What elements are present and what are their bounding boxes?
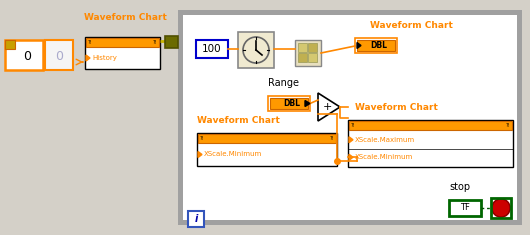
Bar (196, 40, 228, 58)
Bar (270, 98, 308, 109)
Bar (357, 40, 395, 51)
Bar (517, 10, 522, 225)
Text: ?!: ?! (351, 123, 356, 128)
Bar (268, 96, 310, 111)
Text: 100: 100 (202, 44, 222, 54)
Bar (188, 211, 204, 227)
Bar (308, 43, 317, 52)
Bar (178, 10, 183, 225)
Text: XScale.Maximum: XScale.Maximum (355, 137, 415, 143)
Text: Waveform Chart: Waveform Chart (370, 21, 453, 30)
Text: DBL: DBL (370, 41, 387, 50)
Text: Range: Range (268, 78, 299, 88)
Bar (178, 10, 522, 15)
Text: 0: 0 (23, 51, 31, 63)
Polygon shape (86, 55, 90, 61)
Polygon shape (318, 93, 340, 121)
Text: Waveform Chart: Waveform Chart (197, 116, 280, 125)
Text: Waveform Chart: Waveform Chart (84, 13, 166, 22)
Polygon shape (349, 137, 353, 143)
Text: ?!: ?! (88, 40, 93, 45)
Bar (178, 220, 522, 225)
Bar (45, 40, 73, 70)
Polygon shape (198, 152, 202, 157)
Text: DBL: DBL (284, 99, 301, 108)
Bar (491, 198, 511, 218)
Bar (349, 121, 512, 130)
Bar (5, 40, 15, 49)
Text: ?!: ?! (200, 136, 205, 141)
Bar (197, 133, 337, 166)
Bar (182, 14, 518, 221)
Text: History: History (92, 55, 117, 61)
Text: 0: 0 (55, 51, 63, 63)
Bar (449, 200, 481, 216)
Polygon shape (305, 101, 310, 106)
Polygon shape (357, 43, 361, 48)
Bar (165, 36, 178, 48)
Bar (348, 120, 513, 167)
Circle shape (492, 199, 510, 217)
Text: XScale.Minimum: XScale.Minimum (204, 152, 262, 157)
Text: +: + (323, 102, 332, 112)
Bar (355, 38, 397, 53)
Bar (295, 40, 321, 66)
Bar (85, 37, 160, 69)
Text: Waveform Chart: Waveform Chart (355, 103, 438, 112)
Text: ?!: ?! (329, 136, 334, 141)
Polygon shape (349, 154, 353, 160)
Bar (298, 43, 307, 52)
Text: stop: stop (449, 182, 470, 192)
Text: TF: TF (460, 204, 470, 212)
Text: i: i (195, 214, 198, 224)
Bar (238, 32, 274, 68)
Bar (86, 38, 159, 47)
Bar (5, 40, 43, 70)
Bar (298, 53, 307, 62)
Text: XScale.Minimum: XScale.Minimum (355, 154, 413, 160)
Text: ?!: ?! (153, 40, 157, 45)
Bar (308, 53, 317, 62)
Circle shape (243, 37, 269, 63)
Bar (198, 134, 336, 143)
Text: ?!: ?! (506, 123, 510, 128)
